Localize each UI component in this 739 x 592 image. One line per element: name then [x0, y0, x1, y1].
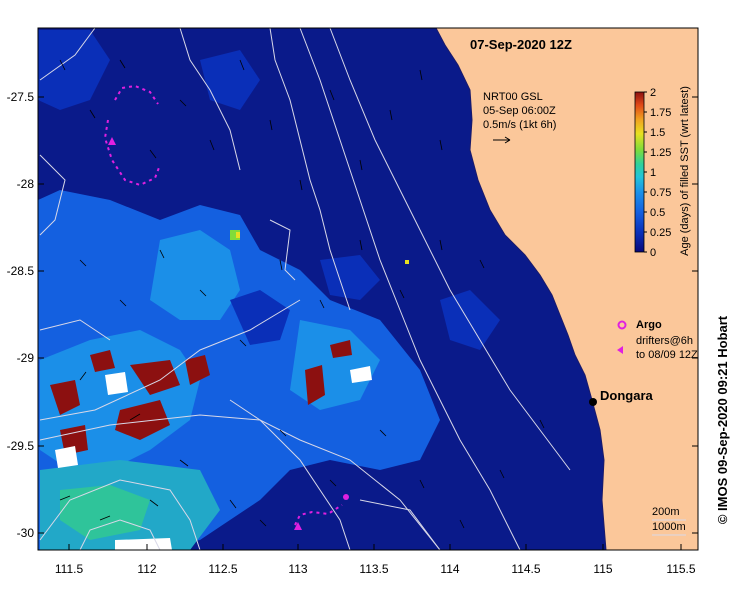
map-title: 07-Sep-2020 12Z	[470, 37, 572, 52]
credit-text: © IMOS 09-Sep-2020 09:21 Hobart	[715, 315, 730, 524]
drifter-tracks	[103, 84, 343, 526]
dongara-marker	[589, 398, 597, 406]
legend-contours: 200m 1000m	[652, 506, 686, 536]
age-patches	[38, 30, 500, 550]
place-dongara: Dongara	[600, 388, 654, 403]
drifters-label-2: to 08/09 12Z	[636, 349, 698, 361]
colorbar-tick-label: 1	[650, 167, 656, 179]
y-axis: -27.5 -28 -28.5 -29 -29.5 -30	[7, 90, 698, 540]
x-tick-label: 113.5	[359, 562, 388, 576]
x-tick-label: 111.5	[55, 562, 84, 576]
drifter-heads	[108, 137, 349, 530]
current-key-source: NRT00 GSL	[483, 91, 543, 103]
colorbar-tick-label: 0.25	[650, 227, 671, 239]
y-tick-label: -29	[17, 351, 35, 365]
colorbar-tick-label: 1.25	[650, 147, 671, 159]
colorbar-gradient	[634, 91, 645, 253]
x-tick-label: 115	[593, 562, 612, 576]
plot-area: Dongara 07-Sep-2020 12Z NRT00 GSL 05-Sep…	[38, 28, 698, 550]
current-arrows	[59, 59, 545, 529]
current-key-arrow	[493, 136, 511, 144]
colorbar-label: Age (days) of filled SST (wrt latest)	[679, 86, 691, 256]
y-tick-label: -29.5	[7, 439, 35, 453]
y-tick-label: -30	[17, 526, 35, 540]
y-tick-label: -28	[17, 177, 35, 191]
colorbar: 0 0.25 0.5 0.75 1 1.25 1.5 1.75 2 Age (days) of …	[634, 86, 691, 259]
current-key-date: 05-Sep 06:00Z	[483, 105, 556, 117]
colorbar-tick-label: 0.5	[650, 207, 665, 219]
contour-200-label: 200m	[652, 506, 680, 518]
colorbar-tick-label: 0.75	[650, 187, 671, 199]
colorbar-tick-label: 2	[650, 87, 656, 99]
y-tick-label: -28.5	[7, 264, 35, 278]
colorbar-tick-label: 0	[650, 247, 656, 259]
x-tick-label: 115.5	[666, 562, 695, 576]
x-tick-label: 114	[440, 562, 459, 576]
x-tick-label: 114.5	[511, 562, 540, 576]
contour-1000-label: 1000m	[652, 521, 686, 533]
x-tick-label: 112	[137, 562, 156, 576]
x-axis: 111.5 112 112.5 113 113.5 114 114.5 115 …	[55, 544, 696, 576]
plot-frame	[37, 27, 699, 551]
x-tick-label: 112.5	[208, 562, 237, 576]
colorbar-tick-label: 1.5	[650, 127, 665, 139]
land-mass	[435, 28, 698, 550]
argo-icon	[617, 320, 627, 330]
current-key-scale: 0.5m/s (1kt 6h)	[483, 119, 556, 131]
y-tick-label: -27.5	[7, 90, 35, 104]
colorbar-tick-label: 1.75	[650, 107, 671, 119]
legend-drifters: drifters@6h to 08/09 12Z	[617, 335, 698, 361]
argo-label: Argo	[636, 319, 662, 331]
x-tick-label: 113	[288, 562, 307, 576]
drifter-arrow-icon	[617, 346, 623, 354]
legend-argo: Argo	[617, 319, 662, 331]
drifters-label-1: drifters@6h	[636, 335, 693, 347]
bathymetry-contours	[39, 28, 571, 550]
